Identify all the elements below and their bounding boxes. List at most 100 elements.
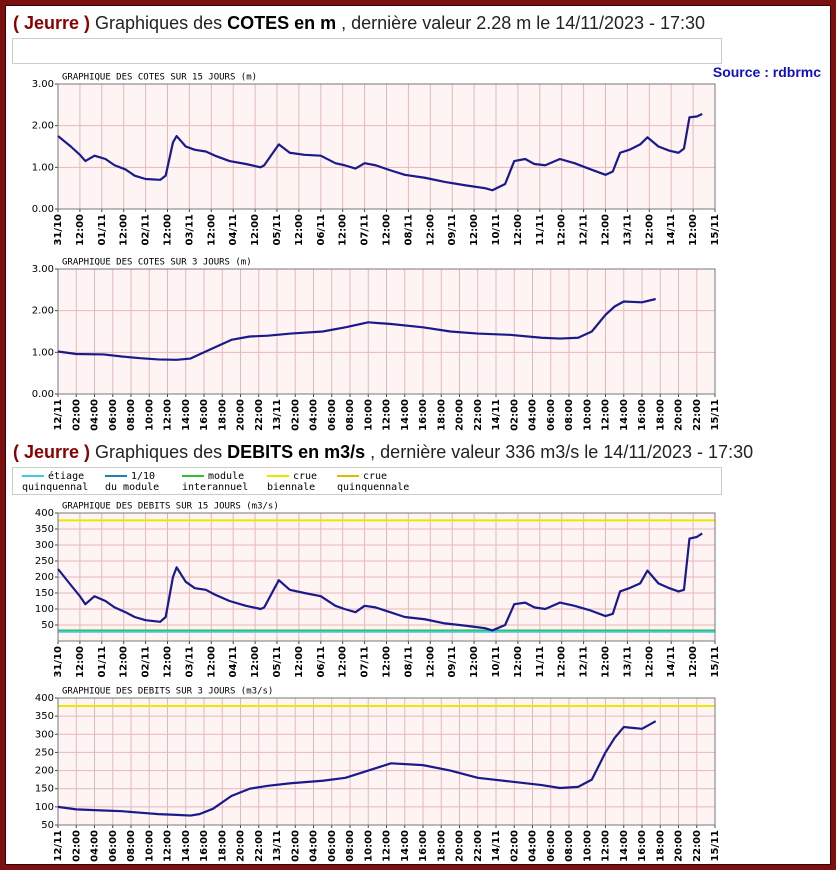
legend-label: 1/10 [131,471,155,482]
x-tick-label: 12:00 [644,214,655,246]
x-tick-label: 12:00 [338,214,349,246]
y-tick-label: 200 [35,572,54,583]
x-tick-label: 12:00 [119,646,130,678]
header-subject: COTES en m [227,13,337,33]
x-tick-label: 07/11 [360,646,371,678]
x-tick-label: 02:00 [290,830,301,862]
header-text: , dernière valeur 2.28 m le 14/11/2023 -… [341,13,706,33]
y-tick-label: 3.00 [32,79,54,90]
x-tick-label: 10:00 [363,399,374,431]
x-tick-label: 04:00 [90,830,101,862]
x-tick-label: 12:00 [601,399,612,431]
x-tick-label: 12:00 [557,646,568,678]
x-tick-label: 12:00 [250,214,261,246]
x-tick-label: 18:00 [655,830,666,862]
x-tick-label: 11/11 [535,646,546,678]
station: ( Jeurre ) [13,13,91,33]
x-tick-label: 12:00 [425,214,436,246]
x-tick-label: 12:00 [601,646,612,678]
x-tick-label: 12:00 [382,399,393,431]
x-tick-label: 14/11 [666,214,677,246]
x-tick-label: 10:00 [582,830,593,862]
x-tick-label: 12:00 [338,646,349,678]
x-tick-label: 02:00 [509,830,520,862]
x-tick-label: 14/11 [491,830,502,862]
x-tick-label: 03/11 [184,214,195,246]
header-text: , dernière valeur 336 m3/s le 14/11/2023… [370,442,754,462]
x-tick-label: 31/10 [53,646,64,678]
chart-title: GRAPHIQUE DES DEBITS SUR 15 JOURS (m3/s) [62,502,279,512]
x-tick-label: 22:00 [692,399,703,431]
header-text: Graphiques des [95,13,223,33]
x-tick-label: 12:00 [382,830,393,862]
x-tick-label: 14/11 [666,646,677,678]
x-tick-label: 06/11 [316,214,327,246]
y-tick-label: 150 [35,588,54,599]
y-tick-label: 0.00 [32,204,54,215]
x-tick-label: 08:00 [126,830,137,862]
x-tick-label: 08:00 [126,399,137,431]
x-tick-label: 06:00 [327,830,338,862]
x-tick-label: 10/11 [491,646,502,678]
x-tick-label: 12:00 [250,646,261,678]
x-tick-label: 06:00 [546,399,557,431]
x-tick-label: 06:00 [108,399,119,431]
x-tick-label: 02:00 [290,399,301,431]
x-tick-label: 12:00 [382,214,393,246]
x-tick-label: 03/11 [184,646,195,678]
x-tick-label: 12:00 [688,646,699,678]
legend-label: crue [363,471,387,482]
x-tick-label: 01/11 [97,214,108,246]
y-tick-label: 300 [35,540,54,551]
legend-label: module [208,471,244,482]
x-tick-label: 12:00 [294,214,305,246]
x-tick-label: 06:00 [108,830,119,862]
x-tick-label: 08:00 [564,830,575,862]
x-tick-label: 10:00 [363,830,374,862]
x-tick-label: 02:00 [71,399,82,431]
header-subject: DEBITS en m3/s [227,442,366,462]
series-group [57,112,703,192]
x-tick-label: 08:00 [345,830,356,862]
x-tick-label: 08/11 [403,214,414,246]
y-tick-label: 400 [35,693,54,704]
x-tick-label: 12:00 [469,646,480,678]
x-tick-label: 09/11 [447,646,458,678]
x-tick-label: 12:00 [75,646,86,678]
x-tick-label: 06:00 [546,830,557,862]
x-tick-label: 12:00 [644,646,655,678]
y-tick-label: 2.00 [32,121,54,132]
x-tick-label: 12:00 [163,399,174,431]
x-tick-label: 14:00 [619,830,630,862]
legend-label: étiage [48,470,84,482]
plot-frame [57,83,716,210]
x-tick-label: 12:00 [601,830,612,862]
x-tick-label: 04:00 [309,399,320,431]
x-tick-label: 04/11 [228,646,239,678]
x-tick-label: 22:00 [254,830,265,862]
y-tick-label: 1.00 [32,162,54,173]
x-tick-label: 20:00 [455,399,466,431]
y-tick-label: 400 [35,508,54,519]
x-tick-label: 12:00 [163,646,174,678]
legend-label: du module [105,482,159,493]
x-tick-label: 18:00 [217,830,228,862]
x-tick-label: 12:00 [601,214,612,246]
x-tick-label: 22:00 [473,830,484,862]
chart-title: GRAPHIQUE DES DEBITS SUR 3 JOURS (m3/s) [62,687,273,697]
y-tick-label: 100 [35,802,54,813]
x-tick-label: 02:00 [71,830,82,862]
x-tick-label: 15/11 [710,830,721,862]
x-tick-label: 08/11 [403,646,414,678]
header-text: Graphiques des [95,442,223,462]
x-tick-label: 16:00 [199,399,210,431]
legend-label: quinquennale [337,482,409,493]
legend-label: biennale [267,482,315,493]
x-tick-label: 02/11 [141,646,152,678]
x-tick-label: 06/11 [316,646,327,678]
series-group [57,532,703,632]
x-tick-label: 13/11 [622,646,633,678]
empty-box [12,38,722,64]
chart-title: GRAPHIQUE DES COTES SUR 3 JOURS (m) [62,258,252,268]
plot-frame [57,268,716,395]
